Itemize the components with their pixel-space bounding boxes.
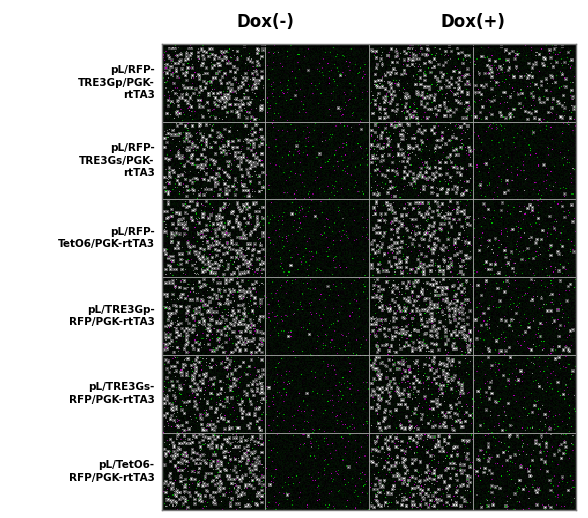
Text: Dox(-): Dox(-) xyxy=(236,12,294,31)
Text: pL/RFP-
TetO6/PGK-rtTA3: pL/RFP- TetO6/PGK-rtTA3 xyxy=(58,227,155,250)
Text: pL/RFP-
TRE3Gp/PGK-
rtTA3: pL/RFP- TRE3Gp/PGK- rtTA3 xyxy=(78,65,155,100)
Text: pL/TRE3Gp-
RFP/PGK-rtTA3: pL/TRE3Gp- RFP/PGK-rtTA3 xyxy=(69,305,155,327)
Text: Dox(+): Dox(+) xyxy=(440,12,505,31)
Text: pL/RFP-
TRE3Gs/PGK-
rtTA3: pL/RFP- TRE3Gs/PGK- rtTA3 xyxy=(79,143,155,178)
Text: pL/TRE3Gs-
RFP/PGK-rtTA3: pL/TRE3Gs- RFP/PGK-rtTA3 xyxy=(69,382,155,405)
Text: pL/TetO6-
RFP/PGK-rtTA3: pL/TetO6- RFP/PGK-rtTA3 xyxy=(69,460,155,483)
